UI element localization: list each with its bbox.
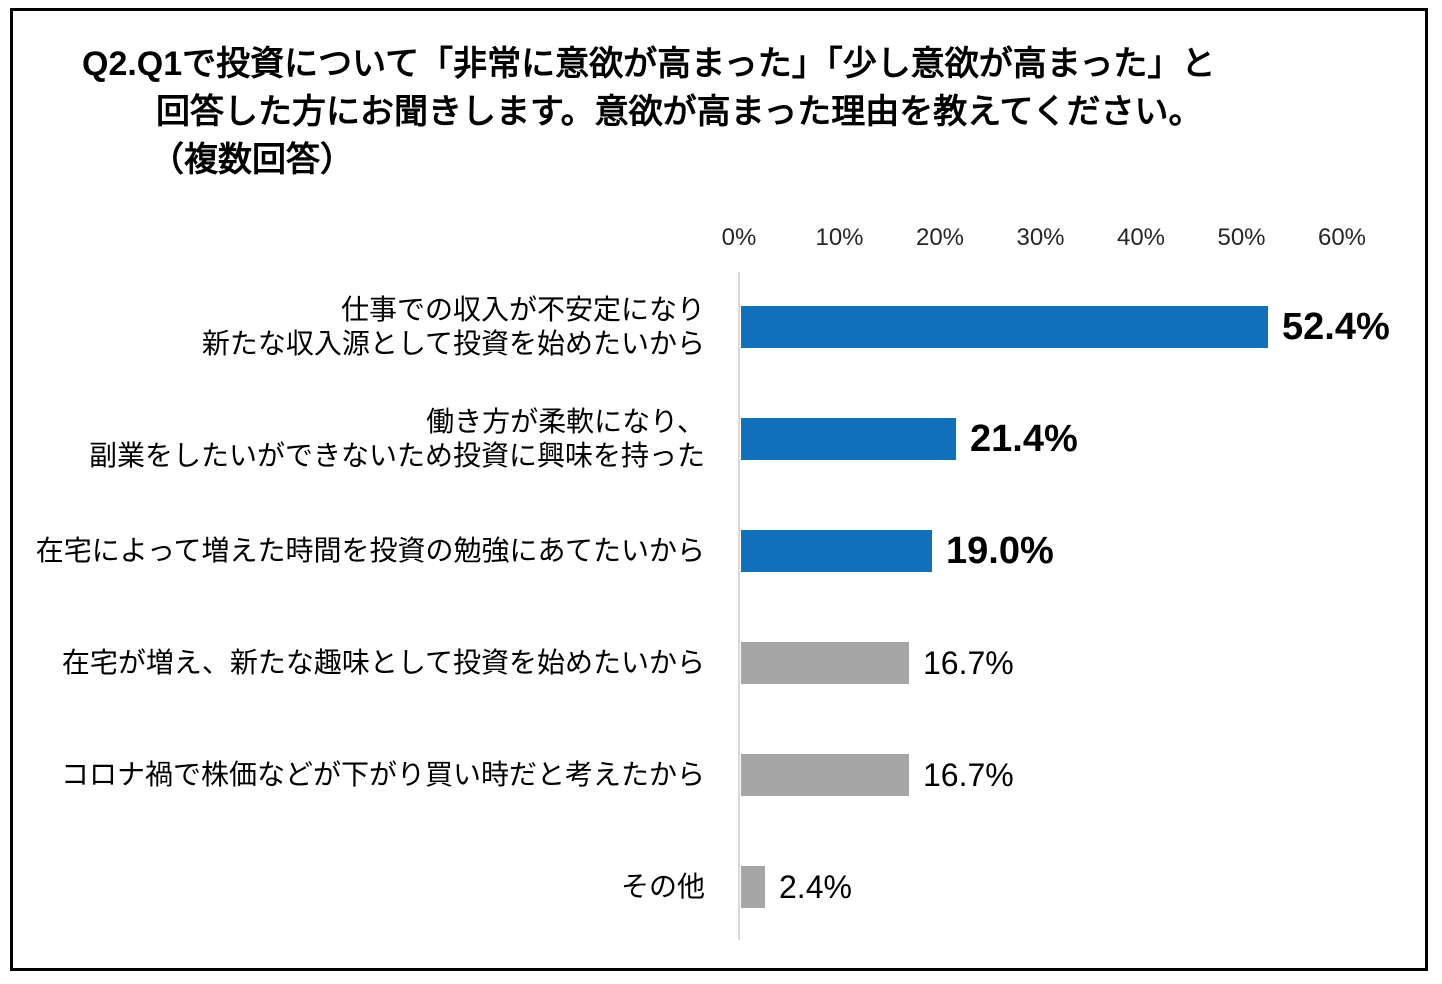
bar (741, 642, 909, 684)
bar-row: 在宅によって増えた時間を投資の勉強にあてたいから 19.0% (0, 495, 1442, 607)
x-tick-label: 50% (1217, 224, 1266, 251)
category-label: 在宅によって増えた時間を投資の勉強にあてたいから (0, 534, 705, 568)
bar-track: 21.4% (741, 418, 1442, 461)
category-label-line: 新たな収入源として投資を始めたいから (201, 328, 705, 359)
bar (741, 530, 932, 572)
chart-title: Q2.Q1で投資について「非常に意欲が高まった」「少し意欲が高まった」と 回答し… (82, 40, 1215, 184)
category-label-line: その他 (620, 871, 705, 902)
bar-row: コロナ禍で株価などが下がり買い時だと考えたから 16.7% (0, 719, 1442, 831)
chart-title-line-1: Q2.Q1で投資について「非常に意欲が高まった」「少し意欲が高まった」と (82, 45, 1216, 83)
bar-track: 19.0% (741, 530, 1442, 573)
category-label-line: 働き方が柔軟になり、 (426, 406, 705, 437)
chart-title-line-2: 回答した方にお聞きします。意欲が高まった理由を教えてください。 (156, 93, 1203, 131)
bar (741, 306, 1268, 348)
value-label: 19.0% (946, 529, 1054, 572)
x-tick-label: 30% (1016, 224, 1065, 251)
outer-border-frame (10, 8, 1428, 971)
x-tick-label: 40% (1116, 224, 1166, 251)
category-label: コロナ禍で株価などが下がり買い時だと考えたから (0, 758, 705, 792)
category-label: 働き方が柔軟になり、 副業をしたいができないため投資に興味を持った (0, 405, 705, 473)
bar-track: 2.4% (741, 866, 1442, 908)
category-label: 在宅が増え、新たな趣味として投資を始めたいから (0, 646, 705, 680)
y-axis-baseline (738, 272, 740, 940)
value-label: 52.4% (1282, 305, 1390, 348)
bar-row: その他 2.4% (0, 831, 1442, 943)
bar (741, 754, 909, 796)
value-label: 16.7% (923, 644, 1014, 681)
value-label: 2.4% (779, 868, 852, 905)
chart-title-line-3: （複数回答） (150, 141, 354, 179)
bar-row: 働き方が柔軟になり、 副業をしたいができないため投資に興味を持った 21.4% (0, 383, 1442, 495)
category-label: 仕事での収入が不安定になり 新たな収入源として投資を始めたいから (0, 293, 705, 361)
bar-track: 16.7% (741, 754, 1442, 796)
category-label: その他 (0, 870, 705, 904)
bar (741, 418, 956, 460)
value-label: 16.7% (923, 756, 1014, 793)
x-tick-label: 60% (1317, 224, 1367, 251)
bar-track: 52.4% (741, 306, 1442, 349)
x-tick-label: 20% (915, 224, 965, 251)
bar-chart: 仕事での収入が不安定になり 新たな収入源として投資を始めたいから 52.4% 働… (0, 271, 1442, 943)
bar-row: 在宅が増え、新たな趣味として投資を始めたいから 16.7% (0, 607, 1442, 719)
bar-row: 仕事での収入が不安定になり 新たな収入源として投資を始めたいから 52.4% (0, 271, 1442, 383)
category-label-line: コロナ禍で株価などが下がり買い時だと考えたから (60, 759, 705, 790)
category-label-line: 在宅によって増えた時間を投資の勉強にあてたいから (35, 535, 705, 566)
category-label-line: 在宅が増え、新たな趣味として投資を始めたいから (61, 647, 705, 678)
category-label-line: 仕事での収入が不安定になり (340, 294, 705, 325)
x-tick-label: 10% (815, 224, 864, 251)
category-label-line: 副業をしたいができないため投資に興味を持った (88, 440, 705, 471)
x-tick-label: 0% (721, 224, 757, 251)
bar (741, 866, 765, 908)
bar-track: 16.7% (741, 642, 1442, 684)
value-label: 21.4% (970, 417, 1078, 460)
